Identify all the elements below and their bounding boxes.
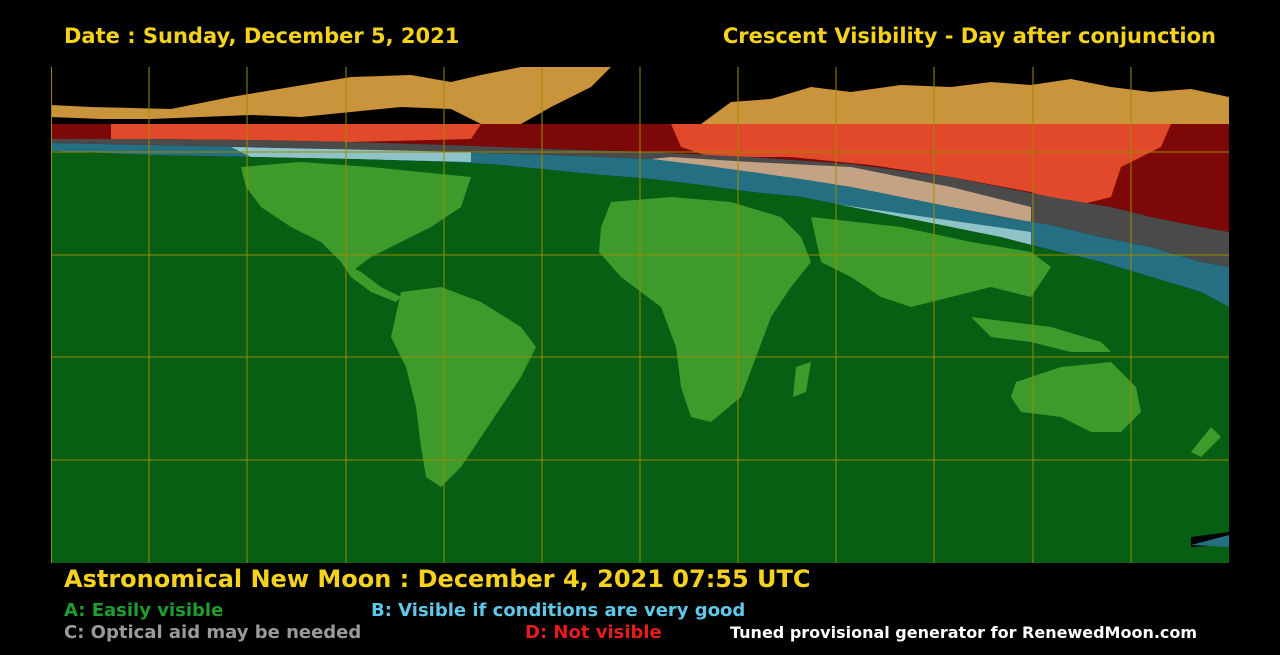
namerica-land-d	[111, 124, 481, 142]
australia-land	[1011, 362, 1141, 432]
africa-land	[599, 197, 811, 422]
legend-b: B: Visible if conditions are very good	[371, 600, 746, 621]
credit-label: Tuned provisional generator for RenewedM…	[730, 623, 1198, 642]
land-c	[651, 157, 1031, 222]
date-label: Date : Sunday, December 5, 2021	[64, 24, 460, 48]
land-b	[231, 147, 1031, 247]
north-america-land	[241, 162, 471, 272]
visibility-map	[51, 67, 1229, 563]
chart-title: Crescent Visibility - Day after conjunct…	[722, 24, 1216, 48]
madagascar-land	[793, 362, 811, 397]
eurasia-arctic	[701, 79, 1229, 124]
legend-a: A: Easily visible	[64, 600, 224, 621]
south-america-land	[391, 287, 536, 487]
arctic-land	[51, 67, 611, 124]
legend-d: D: Not visible	[525, 622, 662, 643]
newzealand-land	[1191, 427, 1221, 457]
indonesia-land	[971, 317, 1111, 352]
grid-lines	[51, 67, 1229, 563]
zone-b-south	[1191, 535, 1229, 547]
legend-c: C: Optical aid may be needed	[64, 622, 362, 643]
asia-land	[811, 217, 1051, 307]
eurasia-land-d	[671, 124, 1171, 207]
new-moon-label: Astronomical New Moon : December 4, 2021…	[64, 565, 811, 593]
central-america-land	[341, 262, 401, 302]
